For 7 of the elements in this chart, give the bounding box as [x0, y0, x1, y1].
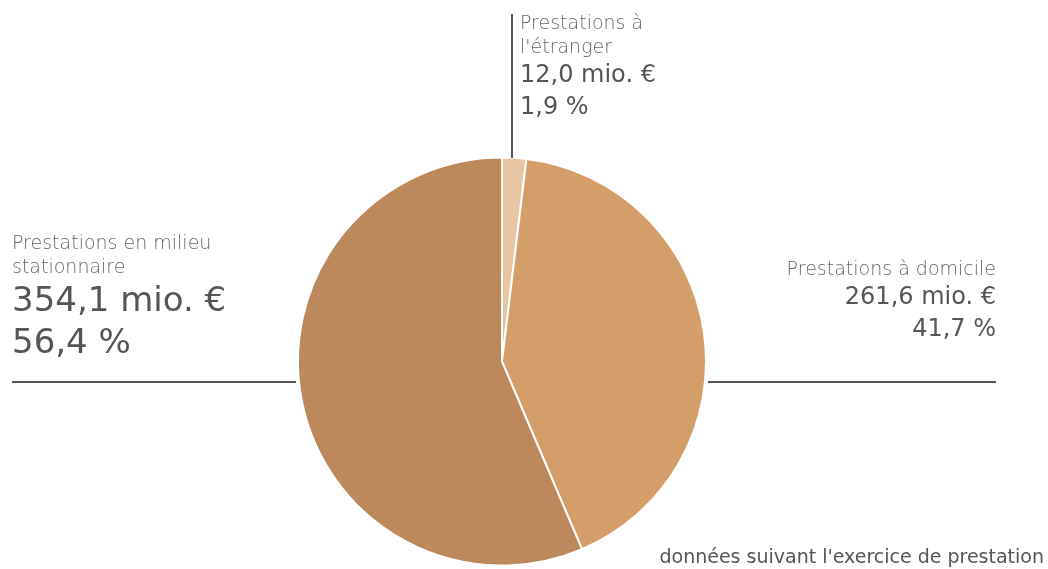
- data-label: 261,6 mio. € 41,7 %: [843, 281, 996, 344]
- data-label: 12,0 mio. € 1,9 %: [520, 59, 657, 122]
- slice-label: Prestations à domicile: [785, 256, 996, 280]
- slice-label: Prestations en milieu stationnaire: [12, 230, 213, 278]
- data-label: 354,1 mio. € 56,4 %: [12, 278, 228, 362]
- slice-label: Prestations à l'étranger: [520, 10, 645, 58]
- text: données suivant l'exercice de prestation: [659, 545, 1044, 567]
